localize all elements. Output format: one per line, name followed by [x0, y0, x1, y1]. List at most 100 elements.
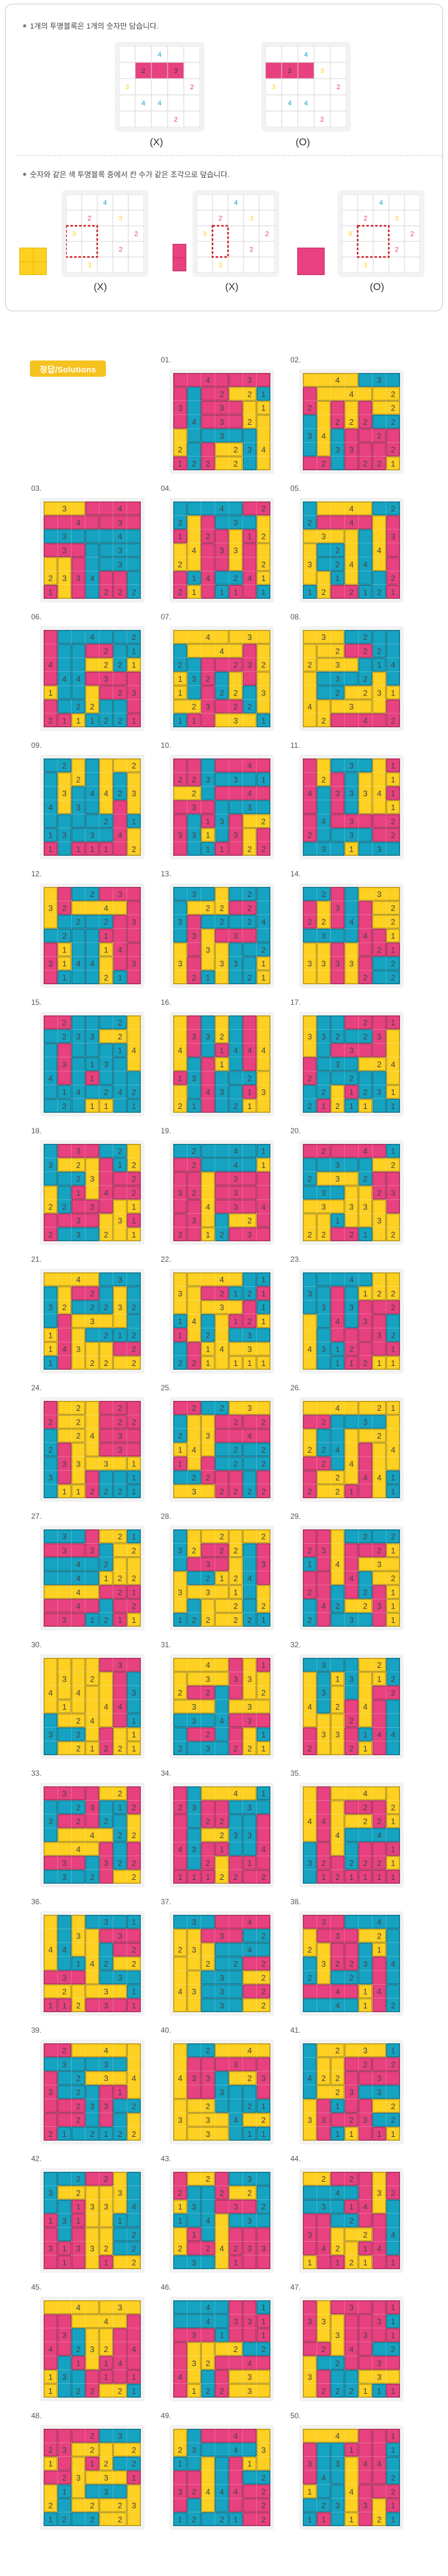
piece-number: 4 — [363, 2202, 368, 2212]
piece-number: 2 — [391, 445, 395, 455]
solution-piece: 2 — [57, 2172, 86, 2186]
solution-piece: 3 — [57, 2199, 72, 2242]
piece-number: 4 — [76, 1688, 80, 1698]
solution-piece: 3 — [303, 2213, 317, 2256]
piece-number: 2 — [49, 1417, 53, 1426]
board-cell — [259, 195, 275, 211]
piece-number: 1 — [118, 973, 122, 982]
piece-number: 3 — [322, 1688, 326, 1698]
solution-piece: 3 — [229, 1814, 243, 1856]
piece-number: 4 — [335, 1403, 340, 1413]
solution-piece: 2 — [57, 2113, 86, 2128]
piece-number: 2 — [391, 816, 395, 826]
piece-number: 4 — [49, 661, 53, 670]
solution-piece: 2 — [44, 1029, 72, 1044]
solution-piece: 1 — [173, 1456, 188, 1471]
piece-number: 2 — [377, 1431, 381, 1441]
piece-number: 2 — [247, 1317, 252, 1326]
dashed-selection — [356, 225, 390, 258]
piece-number: 2 — [261, 1959, 265, 1968]
piece-number: 1 — [391, 688, 395, 697]
piece-number: 3 — [377, 2188, 381, 2197]
solution-piece: 2 — [214, 1442, 243, 1457]
piece-number: 4 — [322, 2244, 326, 2254]
piece-number: 1 — [90, 845, 94, 854]
piece-number: 2 — [261, 2001, 265, 2010]
solution-piece: 1 — [57, 2126, 72, 2141]
solution-piece: 4 — [214, 2043, 270, 2058]
solution-piece: 2 — [344, 1699, 359, 1728]
solution-piece: 2 — [303, 644, 317, 672]
piece-number: 3 — [49, 959, 53, 969]
piece-number: 2 — [118, 1859, 122, 1868]
solution-piece: 2 — [372, 1529, 400, 1544]
piece-number: 2 — [363, 688, 368, 697]
piece-number: 2 — [90, 1674, 94, 1683]
solution-piece: 3 — [330, 828, 373, 843]
piece-number: 1 — [261, 1289, 265, 1298]
solution-piece: 4 — [44, 1658, 58, 1714]
piece-number: 3 — [62, 1615, 67, 1625]
piece-number: 2 — [131, 1188, 136, 1198]
solution-piece: 1 — [126, 1484, 141, 1498]
piece-number: 2 — [349, 1716, 353, 1725]
solution-piece: 2 — [372, 828, 400, 843]
piece-number: 3 — [192, 1917, 196, 1927]
piece-number: 2 — [335, 646, 340, 656]
piece-number: 4 — [118, 945, 122, 954]
piece-number: 2 — [349, 588, 353, 597]
piece-number: 2 — [377, 431, 381, 440]
piece-number: 1 — [131, 2473, 136, 2482]
cell-number: 3 — [118, 215, 122, 223]
piece-number: 3 — [76, 2244, 80, 2254]
solution-piece: 1 — [113, 970, 128, 984]
solution-piece: 3 — [85, 2328, 100, 2370]
solution-piece: 3 — [242, 1814, 257, 1856]
solution-piece: 1 — [85, 841, 100, 856]
solution-piece: 2 — [57, 1727, 86, 1742]
solution-piece: 2 — [242, 685, 257, 714]
solution-8: 08. 3 2 2 4 2 2 2 3 2 1 4 3 3 2 2 1 2 3 2 4 — [290, 613, 404, 735]
piece-number: 2 — [247, 1744, 252, 1753]
piece-number: 3 — [363, 789, 368, 798]
solution-piece: 3 — [85, 1015, 100, 1058]
piece-number: 1 — [261, 1160, 265, 1169]
solution-piece: 4 — [99, 1158, 113, 1214]
piece-number: 2 — [308, 1230, 312, 1239]
piece-number: 3 — [192, 1702, 196, 1712]
piece-number: 1 — [349, 2445, 353, 2454]
piece-number: 1 — [261, 959, 265, 969]
solution-piece: 2 — [330, 1856, 345, 1884]
solution-piece: 2 — [201, 1543, 229, 1558]
piece-number: 1 — [247, 2129, 252, 2139]
piece-number: 2 — [104, 2345, 108, 2354]
piece-number: 1 — [76, 2358, 80, 2368]
piece-number: 2 — [377, 1060, 381, 1069]
piece-number: 2 — [234, 1744, 238, 1753]
solution-piece: 3 — [229, 814, 243, 856]
piece-number: 2 — [349, 2258, 353, 2267]
piece-number: 4 — [247, 1431, 252, 1441]
piece-number: 3 — [62, 1973, 67, 1982]
piece-number: 3 — [104, 2060, 108, 2069]
board-cell — [183, 46, 200, 63]
piece-number: 3 — [131, 789, 136, 798]
solution-piece: 2 — [57, 887, 72, 916]
solution-number: 48. — [31, 2411, 42, 2420]
piece-number: 2 — [261, 661, 265, 670]
piece-number: 2 — [118, 2515, 122, 2524]
piece-number: 4 — [363, 931, 368, 941]
solution-piece: 3 — [187, 1741, 229, 1755]
piece-number: 1 — [261, 2317, 265, 2326]
solution-piece: 2 — [214, 1956, 243, 1971]
board-cell — [357, 195, 374, 211]
solution-piece: 1 — [386, 758, 400, 773]
solution-piece: 3 — [317, 2300, 331, 2343]
piece-number: 2 — [131, 1345, 136, 1354]
piece-number: 3 — [335, 2331, 340, 2340]
solution-piece: 3 — [187, 2126, 229, 2141]
solution-piece: 2 — [126, 1786, 141, 1815]
solution-piece: 1 — [85, 1071, 100, 1085]
